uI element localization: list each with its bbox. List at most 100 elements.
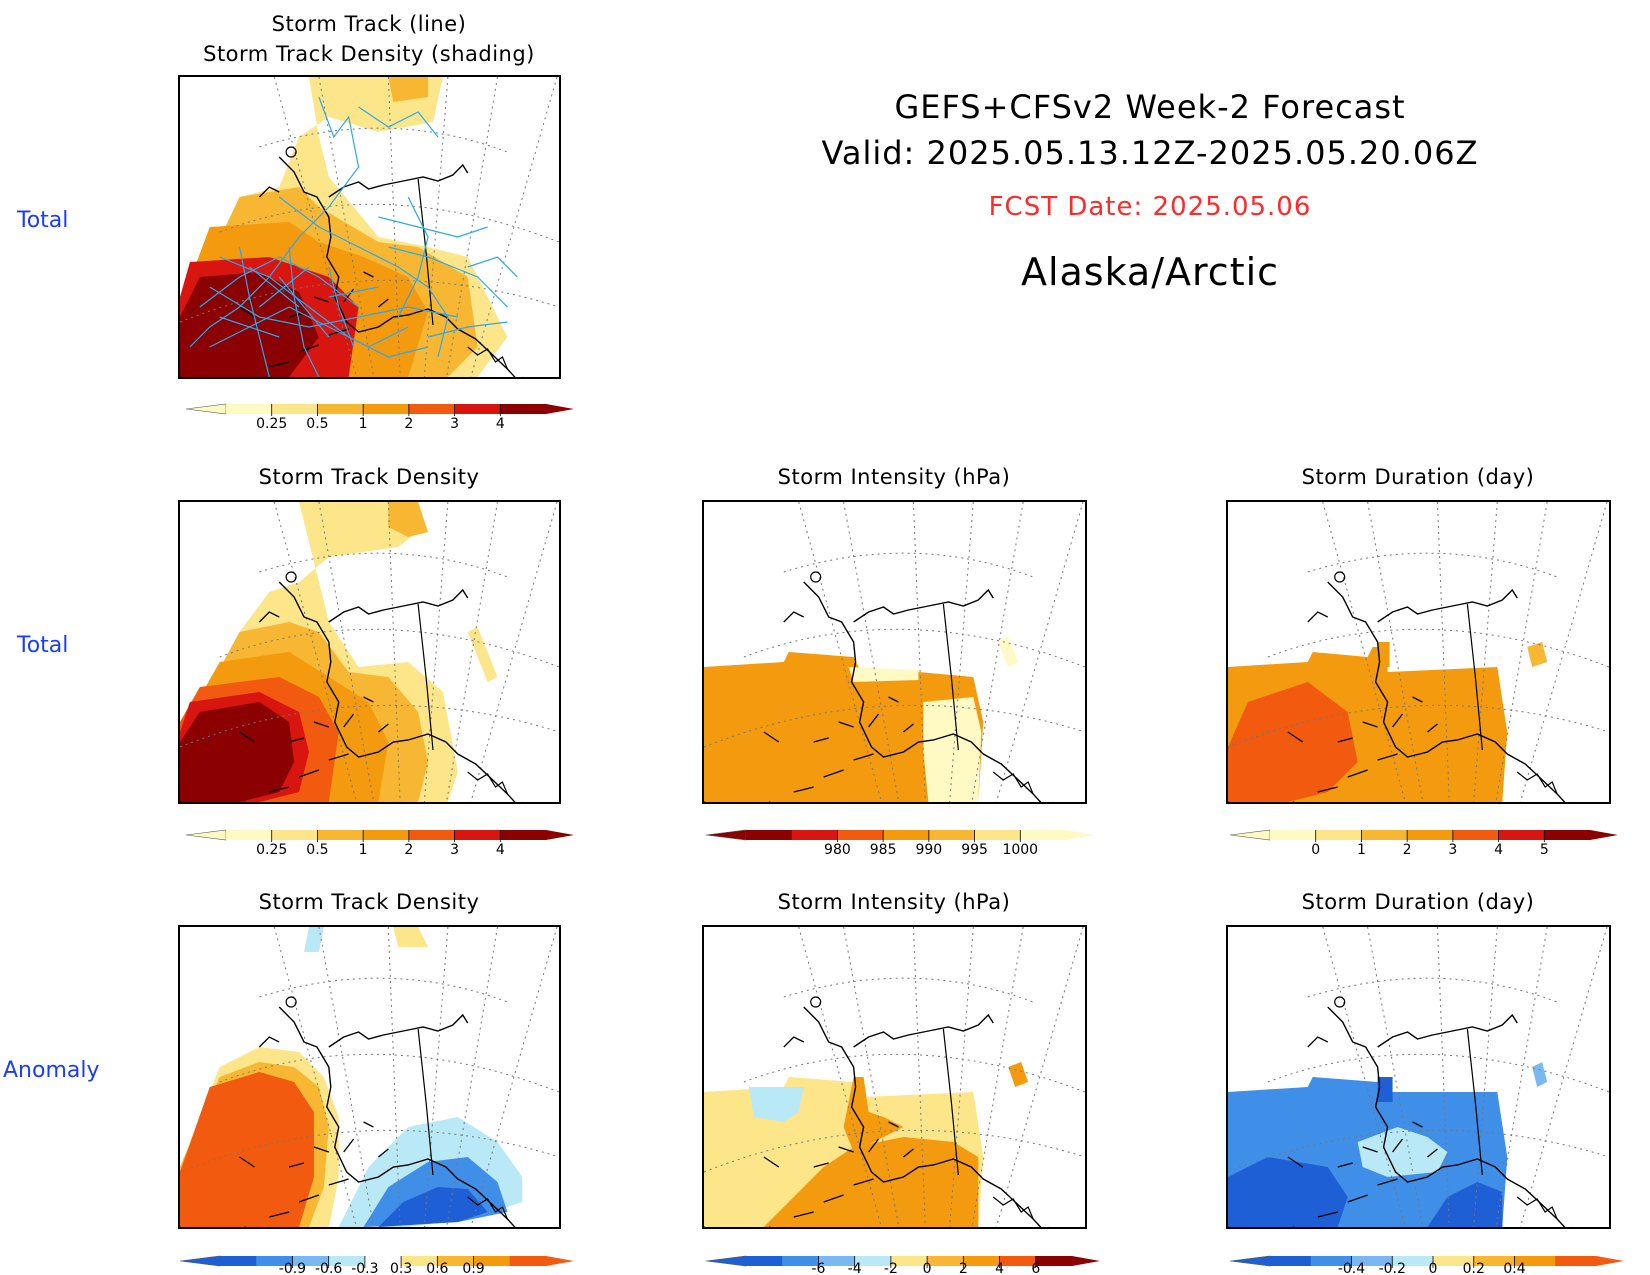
- colorbar-swatch: [854, 1256, 892, 1266]
- colorbar-swatch: [292, 1256, 330, 1266]
- colorbar-tick-label: 0.5: [306, 842, 328, 858]
- density-anom-svg: [180, 927, 559, 1227]
- colorbar-swatch: [454, 830, 501, 840]
- colorbar-tick-label: -0.3: [351, 1261, 378, 1275]
- colorbar-tick-label: -2: [884, 1261, 898, 1275]
- colorbar-swatch: [1310, 1256, 1352, 1266]
- duration-anom-title: Storm Duration (day): [1301, 890, 1535, 914]
- colorbar-tick-label: 6: [1031, 1261, 1040, 1275]
- density-total-title: Storm Track Density: [258, 465, 480, 489]
- colorbar-swatch: [1361, 830, 1408, 840]
- colorbar-swatch: [963, 1256, 1001, 1266]
- header-line1: GEFS+CFSv2 Week-2 Forecast: [894, 88, 1406, 126]
- colorbar-tick-label: -4: [848, 1261, 862, 1275]
- colorbar-swatch: [220, 1256, 257, 1266]
- colorbar-swatch: [1020, 830, 1067, 840]
- colorbar-swatch: [1407, 830, 1454, 840]
- colorbar-tick-label: 2: [1403, 842, 1412, 858]
- colorbar-arrow-left: [1229, 1255, 1271, 1267]
- colorbar-swatch: [1315, 830, 1362, 840]
- colorbar-swatch: [746, 1256, 783, 1266]
- colorbar-tick-label: 4: [496, 416, 505, 432]
- colorbar-arrow-left: [185, 403, 227, 415]
- colorbar-swatch: [928, 830, 976, 840]
- colorbar-swatch: [1035, 1256, 1073, 1266]
- density-total-map: [178, 500, 561, 804]
- colorbar-tick-label: -0.4: [1338, 1261, 1365, 1275]
- colorbar-tick-label: -0.9: [279, 1261, 306, 1275]
- storm-track-map: [178, 75, 561, 379]
- colorbar-arrow-left: [705, 1255, 747, 1267]
- colorbar-tick-label: 0: [1311, 842, 1320, 858]
- row-label-anomaly: Anomaly: [3, 1058, 100, 1083]
- colorbar-swatch: [1452, 830, 1500, 840]
- duration-total-title: Storm Duration (day): [1301, 465, 1535, 489]
- duration-total-map: [1226, 500, 1611, 804]
- colorbar-tick-label: 0.9: [462, 1261, 484, 1275]
- colorbar-swatch: [746, 830, 793, 840]
- intensity-total-svg: [704, 502, 1085, 802]
- colorbar-arrow-right: [1072, 1256, 1100, 1266]
- colorbar-tick-label: 0.2: [1463, 1261, 1485, 1275]
- colorbar-swatch: [363, 830, 410, 840]
- colorbar-tick-label: 4: [1494, 842, 1503, 858]
- row-label-total-1: Total: [17, 208, 69, 233]
- colorbar-swatch: [1433, 1256, 1475, 1266]
- colorbar-swatch: [791, 830, 838, 840]
- colorbar-tick-label: 1: [359, 842, 368, 858]
- colorbar-swatch: [500, 404, 547, 414]
- colorbar-swatch: [999, 1256, 1037, 1266]
- colorbar-swatch: [1270, 830, 1317, 840]
- density-anom-title: Storm Track Density: [258, 890, 480, 914]
- colorbar-swatch: [226, 404, 273, 414]
- intensity-anom-svg: [704, 927, 1085, 1227]
- colorbar-tick-label: 0.4: [1503, 1261, 1525, 1275]
- density-total-svg: [180, 502, 559, 802]
- colorbar-density-total: 0.25 0.5 1 2 3 4: [185, 829, 574, 858]
- colorbar-swatch: [317, 830, 364, 840]
- colorbar-swatch: [509, 1256, 547, 1266]
- duration-anom-map: [1226, 925, 1611, 1229]
- colorbar-swatch: [890, 1256, 928, 1266]
- colorbar-swatch: [927, 1256, 964, 1266]
- colorbar-tick-label: 990: [915, 842, 942, 858]
- header-fcst-date: FCST Date: 2025.05.06: [988, 192, 1312, 222]
- track-title-2: Storm Track Density (shading): [203, 42, 535, 66]
- colorbar-swatch: [818, 1256, 856, 1266]
- colorbar-tick-label: 2: [404, 416, 413, 432]
- colorbar-intensity-anom: -6 -4 -2 0 2 4 6: [705, 1255, 1100, 1275]
- colorbar-tick-label: 1: [359, 416, 368, 432]
- colorbar-tick-label: 2: [404, 842, 413, 858]
- colorbar-tick-label: 980: [824, 842, 851, 858]
- colorbar-density-anom: -0.9 -0.6 -0.3 0.3 0.6 0.9: [179, 1255, 574, 1275]
- colorbar-swatch: [837, 830, 884, 840]
- duration-total-svg: [1228, 502, 1609, 802]
- colorbar-swatch: [782, 1256, 819, 1266]
- colorbar-swatch: [363, 404, 410, 414]
- header-valid: Valid: 2025.05.13.12Z-2025.05.20.06Z: [821, 134, 1479, 172]
- colorbar-swatch: [1351, 1256, 1393, 1266]
- colorbar-tick-label: 0.25: [256, 416, 287, 432]
- colorbar-arrow-right: [546, 1256, 574, 1266]
- colorbar-tick-label: 3: [450, 842, 459, 858]
- colorbar-swatch: [328, 1256, 366, 1266]
- colorbar-arrow-left: [179, 1255, 221, 1267]
- colorbar-tick-label: 0.6: [426, 1261, 448, 1275]
- colorbar-swatch: [454, 404, 501, 414]
- duration-anom-svg: [1228, 927, 1609, 1227]
- colorbar-swatch: [500, 830, 547, 840]
- colorbar-swatch: [1544, 830, 1591, 840]
- colorbar-swatch: [226, 830, 273, 840]
- colorbar-tick-label: 0.25: [256, 842, 287, 858]
- row-label-total-2: Total: [17, 633, 69, 658]
- colorbar-tick-label: 1000: [1002, 842, 1038, 858]
- colorbar-tick-label: -6: [811, 1261, 825, 1275]
- colorbar-arrow-right: [1590, 830, 1618, 840]
- colorbar-tick-label: 4: [995, 1261, 1004, 1275]
- colorbar-arrow-left: [1229, 829, 1271, 841]
- colorbar-tick-label: 995: [961, 842, 988, 858]
- colorbar-swatch: [364, 1256, 402, 1266]
- storm-track-lines: [189, 96, 518, 377]
- colorbar-tick-label: 0.3: [390, 1261, 412, 1275]
- track-title-1: Storm Track (line): [271, 12, 467, 36]
